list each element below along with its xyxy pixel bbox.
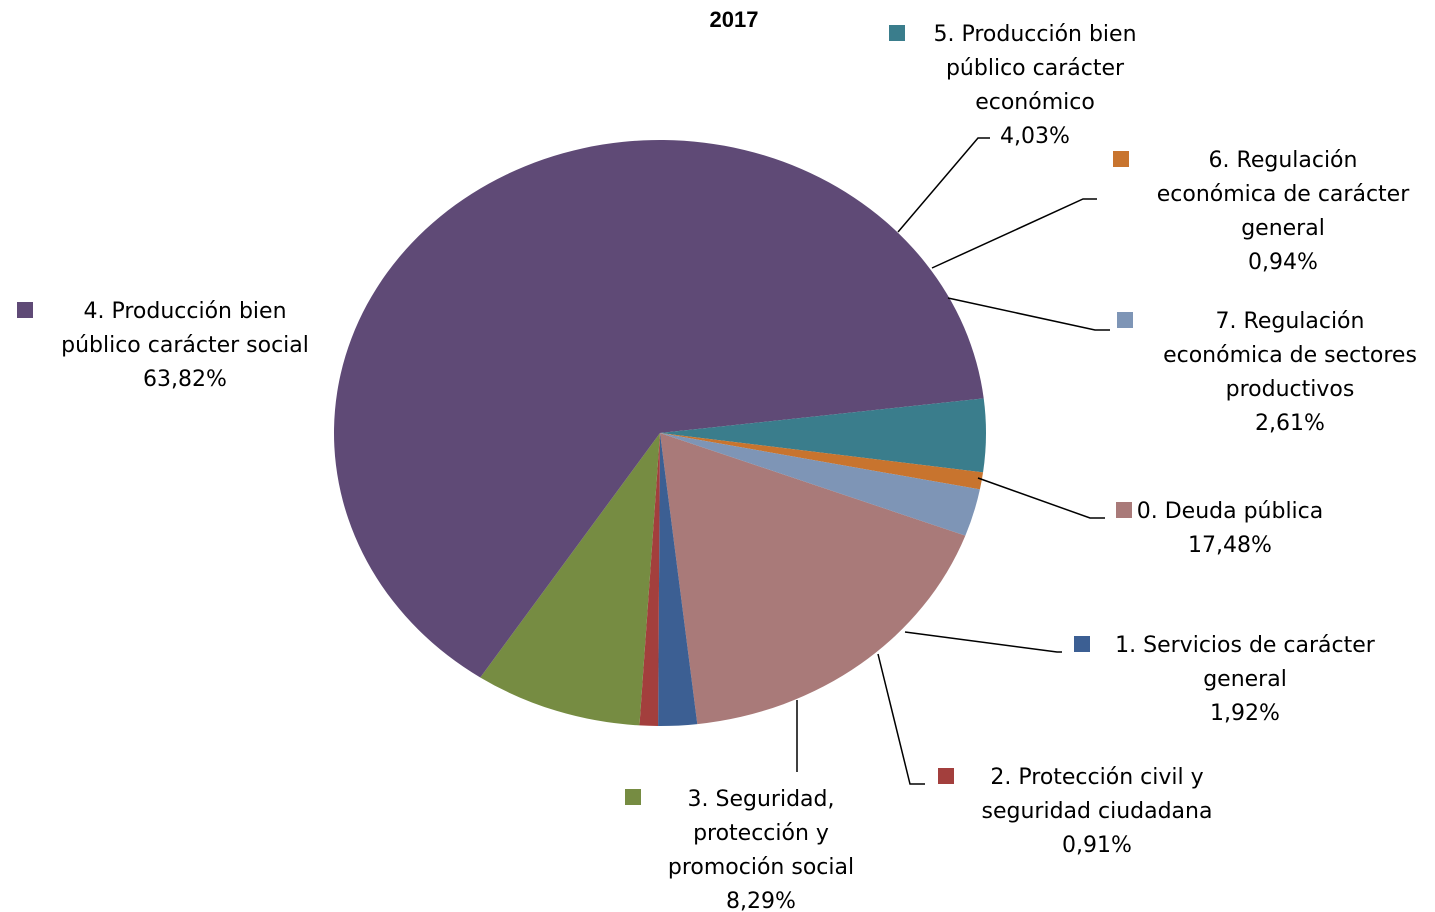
data-label-name-line: económica de sectores bbox=[1163, 343, 1417, 368]
data-label-value: 0,91% bbox=[1062, 833, 1132, 858]
data-label-name-line: 5. Producción bien bbox=[933, 22, 1136, 47]
data-label-7-regulacion-economica-de-sectores-productivos: 7. Regulación económica de sectores produc… bbox=[1117, 309, 1417, 436]
pie-slices bbox=[333, 139, 986, 726]
data-label-name-line: protección y bbox=[693, 821, 829, 846]
data-label-6-regulacion-economica-de-caracter-general: 6. Regulación económica de carácter genera… bbox=[1113, 148, 1410, 275]
data-label-name-line: 0. Deuda pública bbox=[1137, 499, 1324, 524]
legend-key-marker bbox=[1074, 636, 1090, 652]
data-label-name-line: económico bbox=[975, 90, 1095, 115]
data-label-value: 1,92% bbox=[1210, 701, 1280, 726]
chart-title: 2017 bbox=[710, 7, 759, 32]
leader-line-6 bbox=[931, 198, 1097, 269]
data-label-name-line: general bbox=[1241, 216, 1325, 241]
data-label-value: 2,61% bbox=[1255, 411, 1325, 436]
legend-key-marker bbox=[938, 768, 954, 784]
data-label-name-line: 4. Producción bien bbox=[83, 299, 286, 324]
data-label-name-line: 7. Regulación bbox=[1216, 309, 1365, 334]
slice-3-seguridad-proteccion-y-promocion-social bbox=[480, 433, 660, 726]
slice-1-servicios-de-caracter-general bbox=[658, 433, 698, 726]
data-label-value: 63,82% bbox=[143, 367, 227, 392]
data-label-1-servicios-de-caracter-general: 1. Servicios de carácter general 1,92% bbox=[1074, 633, 1376, 726]
legend-key-marker bbox=[625, 789, 641, 805]
data-label-value: 4,03% bbox=[1000, 124, 1070, 149]
data-label-5-produccion-bien-publico-caracter-economico: 5. Producción bien público carácter económ… bbox=[889, 22, 1137, 149]
data-label-value: 17,48% bbox=[1188, 533, 1272, 558]
slice-4-produccion-bien-publico-caracter-social bbox=[333, 139, 984, 678]
data-label-name-line: económica de carácter bbox=[1157, 182, 1410, 207]
legend-key-marker bbox=[17, 302, 33, 318]
data-label-name-line: 3. Seguridad, bbox=[688, 787, 835, 812]
data-label-name-line: público carácter bbox=[946, 56, 1125, 81]
slice-5-produccion-bien-publico-caracter-economico bbox=[660, 398, 986, 473]
legend-key-marker bbox=[1116, 502, 1132, 518]
leader-line-7 bbox=[947, 297, 1110, 331]
slice-7-regulacion-economica-de-sectores-productivos bbox=[660, 433, 980, 536]
data-label-name-line: productivos bbox=[1226, 377, 1355, 402]
data-label-2-proteccion-civil-y-seguridad-ciudadana: 2. Protección civil y seguridad ciudadana… bbox=[938, 765, 1212, 858]
data-label-name-line: público carácter social bbox=[61, 333, 309, 358]
leader-line-0 bbox=[977, 477, 1105, 519]
data-label-value: 8,29% bbox=[726, 889, 796, 912]
slice-6-regulacion-economica-de-caracter-general bbox=[660, 433, 984, 490]
data-label-name-line: 2. Protección civil y bbox=[990, 765, 1203, 790]
legend-key-marker bbox=[889, 25, 905, 41]
data-label-0-deuda-publica: 0. Deuda pública 17,48% bbox=[1116, 499, 1323, 558]
legend-key-marker bbox=[1117, 312, 1133, 328]
leader-lines bbox=[796, 137, 1110, 785]
leader-line-1 bbox=[904, 631, 1062, 653]
data-label-name-line: promoción social bbox=[668, 855, 854, 880]
legend-key-marker bbox=[1113, 151, 1129, 167]
data-labels: 0. Deuda pública 17,48% 1. Servicios de ca… bbox=[17, 22, 1417, 912]
data-label-name-line: 1. Servicios de carácter bbox=[1115, 633, 1376, 658]
leader-line-5 bbox=[897, 137, 990, 233]
slice-2-proteccion-civil-y-seguridad-ciudadana bbox=[639, 433, 660, 726]
slice-0-deuda-publica bbox=[660, 433, 966, 725]
data-label-name-line: 6. Regulación bbox=[1209, 148, 1358, 173]
data-label-3-seguridad-proteccion-y-promocion-social: 3. Seguridad, protección y promoción socia… bbox=[625, 787, 854, 912]
leader-line-2 bbox=[877, 653, 925, 785]
data-label-name-line: general bbox=[1203, 667, 1287, 692]
data-label-value: 0,94% bbox=[1248, 250, 1318, 275]
data-label-4-produccion-bien-publico-caracter-social: 4. Producción bien público carácter socia… bbox=[17, 299, 309, 392]
data-label-name-line: seguridad ciudadana bbox=[982, 799, 1213, 824]
